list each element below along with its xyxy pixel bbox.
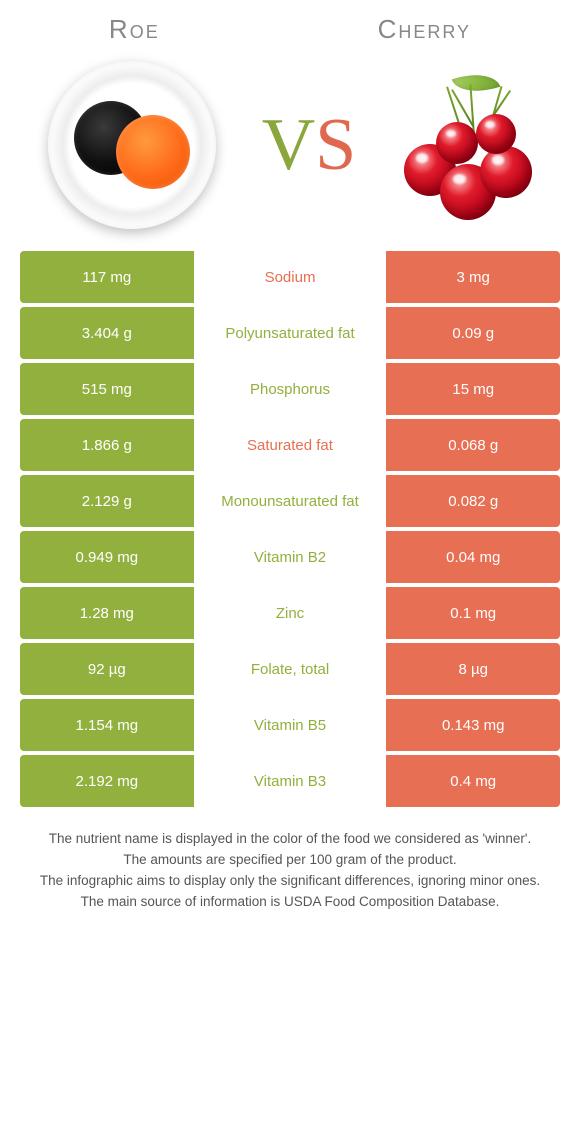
cherry-image — [402, 70, 532, 220]
footer-notes: The nutrient name is displayed in the co… — [20, 829, 560, 913]
nutrient-label: Vitamin B2 — [194, 531, 387, 583]
vs-label: V S — [262, 103, 357, 188]
cherry-icon — [480, 146, 532, 198]
table-row: 515 mgPhosphorus15 mg — [20, 363, 560, 415]
nutrient-label: Saturated fat — [194, 419, 387, 471]
table-row: 1.28 mgZinc0.1 mg — [20, 587, 560, 639]
value-left: 1.866 g — [20, 419, 194, 471]
footer-line: The amounts are specified per 100 gram o… — [20, 850, 560, 871]
footer-line: The main source of information is USDA F… — [20, 892, 560, 913]
value-right: 8 µg — [386, 643, 560, 695]
value-left: 3.404 g — [20, 307, 194, 359]
table-row: 2.129 gMonounsaturated fat0.082 g — [20, 475, 560, 527]
title-left: Roe — [109, 14, 160, 45]
value-right: 0.09 g — [386, 307, 560, 359]
nutrient-label: Vitamin B5 — [194, 699, 387, 751]
value-left: 515 mg — [20, 363, 194, 415]
value-left: 117 mg — [20, 251, 194, 303]
table-row: 1.866 gSaturated fat0.068 g — [20, 419, 560, 471]
vs-s: S — [315, 103, 356, 188]
value-right: 0.04 mg — [386, 531, 560, 583]
value-left: 1.154 mg — [20, 699, 194, 751]
table-row: 2.192 mgVitamin B30.4 mg — [20, 755, 560, 807]
value-right: 0.4 mg — [386, 755, 560, 807]
nutrient-label: Polyunsaturated fat — [194, 307, 387, 359]
table-row: 3.404 gPolyunsaturated fat0.09 g — [20, 307, 560, 359]
table-row: 92 µgFolate, total8 µg — [20, 643, 560, 695]
title-row: Roe Cherry — [0, 0, 580, 53]
nutrient-label: Phosphorus — [194, 363, 387, 415]
cherry-icon — [436, 122, 478, 164]
value-right: 15 mg — [386, 363, 560, 415]
nutrient-label: Folate, total — [194, 643, 387, 695]
value-left: 0.949 mg — [20, 531, 194, 583]
leaf-icon — [452, 66, 501, 101]
nutrient-label: Zinc — [194, 587, 387, 639]
value-right: 0.1 mg — [386, 587, 560, 639]
value-left: 92 µg — [20, 643, 194, 695]
vs-v: V — [262, 103, 315, 188]
value-right: 3 mg — [386, 251, 560, 303]
footer-line: The infographic aims to display only the… — [20, 871, 560, 892]
value-right: 0.082 g — [386, 475, 560, 527]
nutrient-label: Vitamin B3 — [194, 755, 387, 807]
value-left: 2.129 g — [20, 475, 194, 527]
roe-image — [48, 61, 216, 229]
hero-row: V S — [0, 53, 580, 251]
nutrient-label: Monounsaturated fat — [194, 475, 387, 527]
comparison-table: 117 mgSodium3 mg3.404 gPolyunsaturated f… — [20, 251, 560, 807]
footer-line: The nutrient name is displayed in the co… — [20, 829, 560, 850]
title-right: Cherry — [378, 14, 471, 45]
value-left: 1.28 mg — [20, 587, 194, 639]
table-row: 117 mgSodium3 mg — [20, 251, 560, 303]
value-right: 0.068 g — [386, 419, 560, 471]
table-row: 1.154 mgVitamin B50.143 mg — [20, 699, 560, 751]
value-right: 0.143 mg — [386, 699, 560, 751]
nutrient-label: Sodium — [194, 251, 387, 303]
value-left: 2.192 mg — [20, 755, 194, 807]
table-row: 0.949 mgVitamin B20.04 mg — [20, 531, 560, 583]
